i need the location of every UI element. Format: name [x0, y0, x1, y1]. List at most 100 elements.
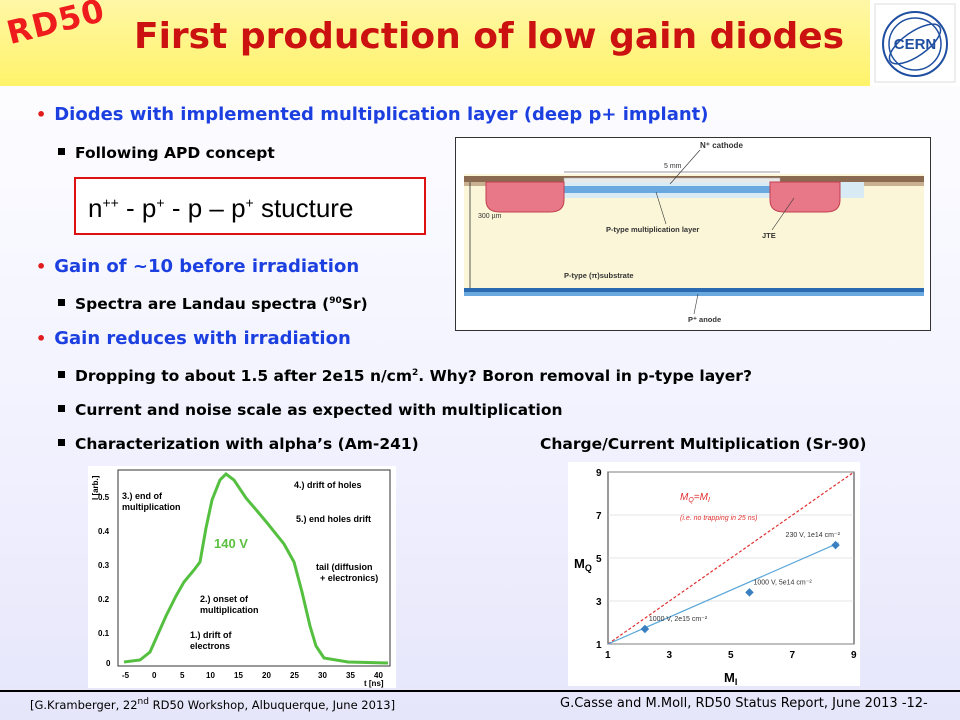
alpha-xtick-4: 15 — [234, 671, 243, 680]
structure-p2-sup: + — [245, 194, 254, 211]
alpha-xtick-8: 35 — [346, 671, 355, 680]
footer-left-pre: [G.Kramberger, 22 — [30, 698, 138, 712]
sr-legend-eq: MQ=MI — [680, 492, 710, 504]
sr-legend-eq-sign: =M — [694, 492, 709, 503]
structure-n-sup: ++ — [102, 194, 119, 211]
sr-ylabel: MQ — [574, 556, 592, 573]
structure-word: stucture — [253, 193, 354, 223]
bullet-2-sub-pre: Spectra are Landau spectra ( — [75, 295, 330, 313]
sr-point-label-1: 1000 V, 5e14 cm⁻² — [753, 579, 812, 586]
sr-ytick-1: 7 — [596, 511, 602, 522]
bullet-3-sub2: Current and noise scale as expected with… — [58, 401, 563, 419]
alpha-annot-6b: + electronics) — [320, 573, 378, 583]
bullet-2-text: Gain of ~10 before irradiation — [54, 256, 360, 277]
sr-xlabel-main: M — [724, 670, 735, 685]
alpha-annot-2a: 2.) onset of — [200, 594, 249, 604]
bullet-2-sub-post: Sr) — [341, 295, 368, 313]
sr-legend-m1: M — [680, 492, 689, 503]
sr-xtick-1: 3 — [667, 650, 673, 661]
bullet-3-sub3: Characterization with alpha’s (Am-241) — [58, 435, 419, 453]
alpha-annot-2b: multiplication — [200, 605, 259, 615]
alpha-annot-5: 5.) end holes drift — [296, 514, 371, 524]
sr-xtick-4: 9 — [851, 650, 857, 661]
sr-legend-note: (i.e. no trapping in 25 ns) — [680, 515, 757, 522]
alpha-annot-1: 1.) drift of electrons — [190, 630, 232, 651]
sr-ylabel-sub: Q — [585, 563, 592, 573]
alpha-xtick-7: 30 — [318, 671, 327, 680]
sr-point-label-2: 230 V, 1e14 cm⁻² — [786, 532, 841, 539]
structure-d1: - p — [118, 193, 157, 223]
alpha-ylabel: I [arb.] — [91, 475, 100, 500]
footer-left-sup: nd — [137, 697, 149, 708]
alpha-ytick-2: 0.3 — [98, 561, 110, 570]
bullet-1: • Diodes with implemented multiplication … — [36, 104, 709, 125]
bullet-2-sub-sup: 90 — [329, 295, 342, 306]
alpha-annot-3: 3.) end of multiplication — [122, 491, 181, 512]
bullet-3-text: Gain reduces with irradiation — [54, 328, 351, 349]
cern-logo-text: CERN — [894, 36, 937, 53]
sr-xtick-0: 1 — [605, 650, 611, 661]
device-width-label: 5 mm — [664, 163, 682, 170]
footer-citation: [G.Kramberger, 22nd RD50 Workshop, Albuq… — [30, 698, 395, 712]
bullet-3-sub2-text: Current and noise scale as expected with… — [75, 401, 563, 419]
alpha-voltage-label: 140 V — [214, 536, 248, 551]
bullet-3-sub1-post: . Why? Boron removal in p-type layer? — [418, 367, 752, 385]
bullet-3-sub1-pre: Dropping to about 1.5 after 2e15 n/cm — [75, 367, 413, 385]
sr-ytick-4: 1 — [596, 640, 602, 651]
device-cathode-label: N⁺ cathode — [700, 141, 743, 150]
alpha-xlabel: t [ns] — [364, 679, 384, 688]
bullet-3-sub1-sup: 2 — [412, 367, 419, 378]
sr-xlabel-sub: I — [735, 677, 738, 686]
alpha-xtick-6: 25 — [290, 671, 299, 680]
sr-ytick-2: 5 — [596, 554, 602, 565]
slide-title: First production of low gain diodes — [134, 16, 845, 57]
alpha-ytick-5: 0 — [106, 659, 111, 668]
footer-left-post: RD50 Workshop, Albuquerque, June 2013] — [148, 698, 396, 712]
right-figure-caption: Charge/Current Multiplication (Sr-90) — [540, 435, 867, 453]
alpha-pulse-figure: I [arb.] 0.5 0.4 0.3 0.2 0.1 0 -5 0 5 10… — [88, 466, 396, 688]
alpha-ytick-1: 0.4 — [98, 527, 110, 536]
alpha-xtick-3: 10 — [206, 671, 215, 680]
sr-legend-i: I — [708, 497, 710, 504]
sr-xtick-2: 5 — [728, 650, 734, 661]
alpha-xtick-1: 0 — [152, 671, 157, 680]
sr-xlabel: MI — [724, 670, 737, 686]
structure-box: n++ - p+ - p – p+ stucture — [74, 177, 426, 235]
alpha-ytick-3: 0.2 — [98, 595, 110, 604]
alpha-annot-1a: 1.) drift of — [190, 630, 232, 640]
alpha-xtick-9: 40 — [374, 671, 383, 680]
alpha-xtick-0: -5 — [122, 671, 130, 680]
footer-status: G.Casse and M.Moll, RD50 Status Report, … — [560, 696, 928, 711]
device-figure: 5 mm 300 µm N⁺ cathode P-type multiplica… — [455, 137, 931, 331]
alpha-ytick-0: 0.5 — [98, 493, 110, 502]
sr-point-1 — [745, 588, 754, 597]
structure-p-sup: + — [156, 194, 165, 211]
alpha-annot-1b: electrons — [190, 641, 230, 651]
structure-n: n — [88, 193, 103, 223]
device-jte-label: JTE — [762, 231, 776, 240]
bullet-1-sub-text: Following APD concept — [75, 144, 275, 162]
bullet-2-sub: Spectra are Landau spectra (90Sr) — [58, 295, 368, 313]
structure-d2: - p – p — [164, 193, 246, 223]
footer-divider — [0, 690, 960, 692]
alpha-annot-2: 2.) onset of multiplication — [200, 594, 259, 615]
alpha-xtick-5: 20 — [262, 671, 271, 680]
sr-ytick-0: 9 — [596, 468, 602, 479]
cern-logo: CERN — [870, 0, 960, 86]
bullet-3: • Gain reduces with irradiation — [36, 328, 351, 349]
alpha-ytick-4: 0.1 — [98, 629, 110, 638]
bullet-3-sub1: Dropping to about 1.5 after 2e15 n/cm2. … — [58, 367, 752, 385]
bullet-2: • Gain of ~10 before irradiation — [36, 256, 360, 277]
bullet-1-text: Diodes with implemented multiplication l… — [54, 104, 709, 125]
device-substrate-label: P-type (π)substrate — [564, 271, 634, 280]
alpha-annot-6: tail (diffusion + electronics) — [316, 562, 378, 583]
sr-point-label-0: 1000 V, 2e15 cm⁻² — [649, 616, 708, 623]
sr-ytick-3: 3 — [596, 597, 602, 608]
bullet-3-sub3-text: Characterization with alpha’s (Am-241) — [75, 435, 419, 453]
title-bar — [0, 0, 870, 86]
alpha-annot-6a: tail (diffusion — [316, 562, 373, 572]
sr-xtick-3: 7 — [790, 650, 796, 661]
bullet-1-sub: Following APD concept — [58, 144, 275, 162]
alpha-annot-3a: 3.) end of — [122, 491, 163, 501]
sr-series-line-0 — [607, 471, 855, 645]
